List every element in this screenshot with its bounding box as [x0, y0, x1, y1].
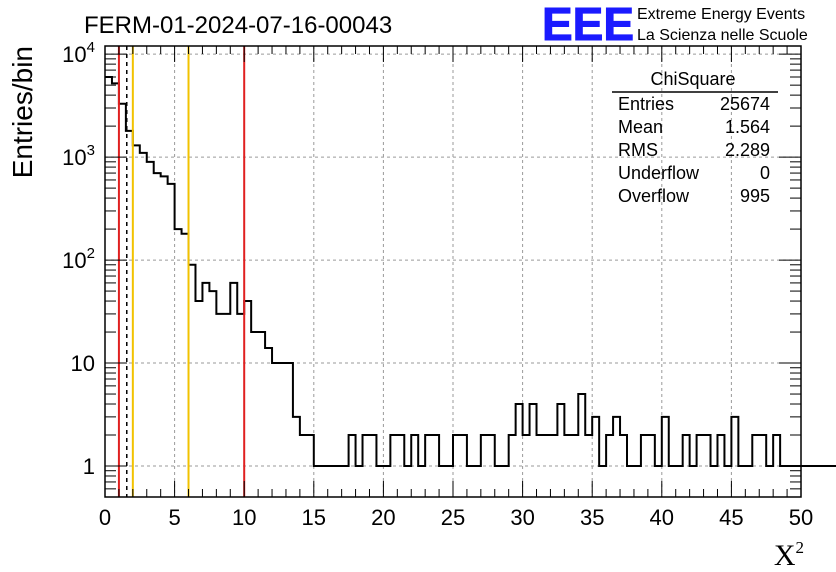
- histogram-line: [105, 75, 836, 468]
- stats-value-underflow: 0: [760, 163, 770, 183]
- eee-logo-mark: EEE: [542, 0, 634, 50]
- x-tick-label: 20: [371, 505, 395, 530]
- y-axis-title: Entries/bin: [7, 46, 38, 178]
- x-tick-label: 30: [510, 505, 534, 530]
- stats-label-entries: Entries: [618, 94, 674, 114]
- stats-value-rms: 2.289: [725, 140, 770, 160]
- y-tick-label: 102: [62, 245, 95, 273]
- logo-line-2: La Scienza nelle Scuole: [637, 27, 808, 44]
- x-tick-label: 0: [99, 505, 111, 530]
- y-tick-exponent: 3: [87, 142, 95, 159]
- x-tick-label: 45: [719, 505, 743, 530]
- stats-value-overflow: 995: [740, 186, 770, 206]
- x-tick-label: 40: [650, 505, 674, 530]
- x-tick-label: 25: [441, 505, 465, 530]
- y-tick-label: 103: [62, 142, 95, 170]
- stats-label-overflow: Overflow: [618, 186, 690, 206]
- y-tick-label: 104: [62, 39, 95, 67]
- y-tick-exponent: 4: [87, 39, 95, 56]
- y-tick-base: 10: [62, 145, 86, 170]
- stats-label-rms: RMS: [618, 140, 658, 160]
- y-tick-label: 10: [71, 351, 95, 376]
- stats-value-mean: 1.564: [725, 117, 770, 137]
- x-axis-title: X2: [774, 538, 804, 572]
- x-axis-title-superscript: 2: [796, 538, 805, 557]
- y-tick-base: 10: [62, 42, 86, 67]
- x-tick-label: 50: [789, 505, 813, 530]
- stats-label-mean: Mean: [618, 117, 663, 137]
- logo-line-1: Extreme Energy Events: [637, 6, 805, 23]
- y-tick-label: 1: [83, 454, 95, 479]
- x-tick-label: 15: [302, 505, 326, 530]
- stats-label-underflow: Underflow: [618, 163, 700, 183]
- x-tick-label: 35: [580, 505, 604, 530]
- y-tick-exponent: 2: [87, 245, 95, 262]
- stats-value-entries: 25674: [720, 94, 770, 114]
- x-axis-title-base: X: [774, 539, 796, 572]
- x-tick-label: 5: [168, 505, 180, 530]
- chart-title: FERM-01-2024-07-16-00043: [84, 12, 392, 39]
- y-tick-base: 10: [62, 248, 86, 273]
- x-tick-label: 10: [232, 505, 256, 530]
- stats-box-title: ChiSquare: [650, 69, 735, 89]
